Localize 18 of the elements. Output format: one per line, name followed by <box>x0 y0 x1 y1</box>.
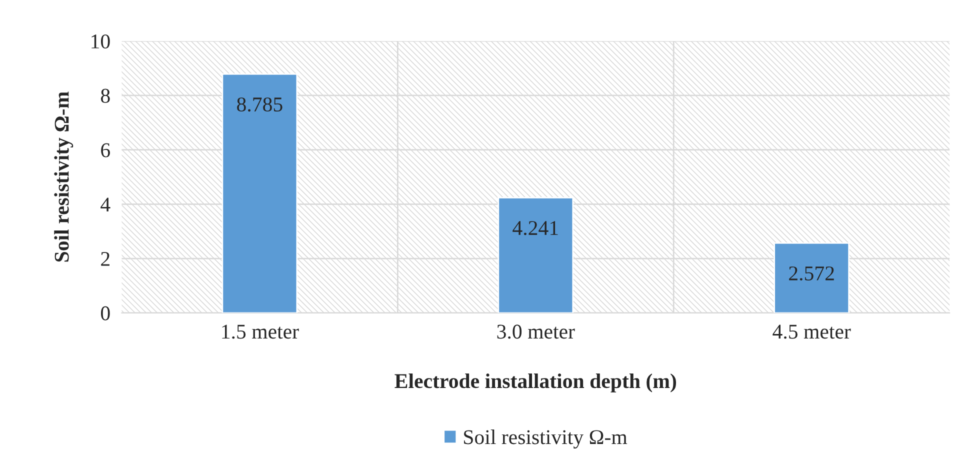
data-label: 2.572 <box>789 266 834 281</box>
y-tick-label: 0 <box>100 306 110 320</box>
y-axis-title: Soil resistivity Ω-m <box>54 92 74 262</box>
y-tick-label: 10 <box>92 34 110 48</box>
bar <box>498 196 574 313</box>
y-tick-label: 2 <box>101 252 110 266</box>
x-tick-label: 1.5 meter <box>222 324 299 339</box>
data-label: 8.785 <box>237 97 282 112</box>
bar <box>222 73 298 313</box>
x-tick-label: 4.5 meter <box>772 324 851 339</box>
bar <box>774 242 850 313</box>
x-tick-label: 3.0 meter <box>497 324 575 339</box>
y-tick-label: 4 <box>100 198 110 212</box>
y-tick-label: 8 <box>100 88 110 103</box>
legend-label: Soil resistivity Ω-m <box>464 430 628 449</box>
x-axis-title: Electrode installation depth (m) <box>394 373 676 392</box>
y-tick-label: 6 <box>101 143 110 158</box>
data-label: 4.241 <box>512 221 558 236</box>
